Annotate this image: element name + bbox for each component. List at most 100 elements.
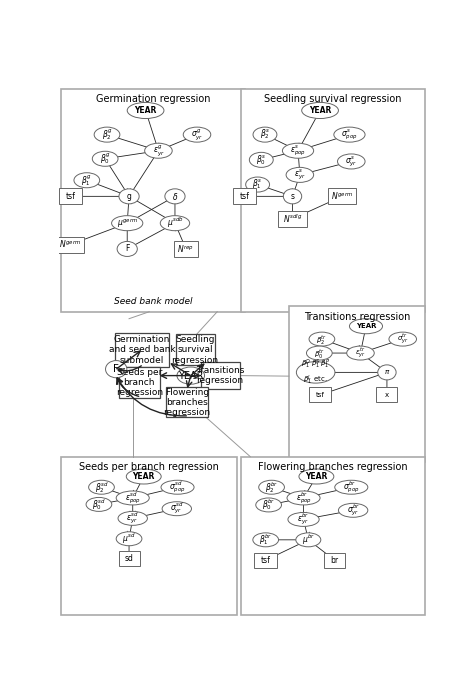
Ellipse shape xyxy=(249,153,273,167)
FancyBboxPatch shape xyxy=(61,89,245,312)
Text: $N^{rep}$: $N^{rep}$ xyxy=(177,243,194,255)
Text: x: x xyxy=(385,392,389,398)
Text: YEAR: YEAR xyxy=(178,371,203,381)
Ellipse shape xyxy=(338,503,368,517)
Ellipse shape xyxy=(346,346,374,360)
FancyBboxPatch shape xyxy=(61,457,237,615)
Text: $\varepsilon_{pop}^s$: $\varepsilon_{pop}^s$ xyxy=(290,144,306,158)
Ellipse shape xyxy=(307,346,332,360)
FancyBboxPatch shape xyxy=(309,388,331,402)
Text: $\varepsilon_{yr}^g$: $\varepsilon_{yr}^g$ xyxy=(153,144,164,158)
FancyBboxPatch shape xyxy=(201,362,240,389)
FancyBboxPatch shape xyxy=(118,551,139,566)
FancyBboxPatch shape xyxy=(173,241,198,257)
Text: $\varepsilon_{pop}^{sd}$: $\varepsilon_{pop}^{sd}$ xyxy=(125,490,141,506)
Text: $\sigma_{yr}^g$: $\sigma_{yr}^g$ xyxy=(191,128,203,142)
Text: $\beta_0^{br}$: $\beta_0^{br}$ xyxy=(262,498,275,512)
Ellipse shape xyxy=(161,480,194,494)
Text: tsf: tsf xyxy=(261,556,271,565)
Text: tsf: tsf xyxy=(316,392,325,398)
Ellipse shape xyxy=(389,332,417,346)
Text: YEAR: YEAR xyxy=(135,106,157,115)
Text: $\varepsilon_{yr}^s$: $\varepsilon_{yr}^s$ xyxy=(294,168,306,182)
Text: tsf: tsf xyxy=(240,192,250,201)
Ellipse shape xyxy=(177,367,205,384)
Ellipse shape xyxy=(337,154,365,169)
Ellipse shape xyxy=(283,189,301,204)
Text: F: F xyxy=(125,245,129,254)
Text: $\beta_1^s$: $\beta_1^s$ xyxy=(253,178,263,191)
Text: $N^{germ}$: $N^{germ}$ xyxy=(59,239,82,250)
Ellipse shape xyxy=(119,189,139,204)
Text: $\beta_1^{br}$: $\beta_1^{br}$ xyxy=(259,533,273,547)
Ellipse shape xyxy=(309,332,335,346)
Ellipse shape xyxy=(349,319,383,334)
Ellipse shape xyxy=(253,533,279,547)
Text: br: br xyxy=(331,556,339,565)
Text: $\beta_1^D\,\beta_1^S\,\beta_1^P$
$\beta_1^L$ etc.: $\beta_1^D\,\beta_1^S\,\beta_1^P$ $\beta… xyxy=(301,358,330,387)
Text: $\beta_0^s$: $\beta_0^s$ xyxy=(256,153,266,167)
Ellipse shape xyxy=(301,102,338,118)
Ellipse shape xyxy=(162,502,191,516)
Ellipse shape xyxy=(334,127,365,142)
Text: $\sigma_{yr}^{br}$: $\sigma_{yr}^{br}$ xyxy=(346,503,360,518)
Text: Germination regression: Germination regression xyxy=(96,94,210,105)
Text: $\beta_0^g$: $\beta_0^g$ xyxy=(100,151,110,166)
Ellipse shape xyxy=(111,215,143,231)
Text: s: s xyxy=(291,192,294,201)
Ellipse shape xyxy=(256,498,282,512)
Text: $N^{sdlg}$: $N^{sdlg}$ xyxy=(283,213,302,225)
Text: Seedling survival regression: Seedling survival regression xyxy=(264,94,401,105)
Text: Transitions regression: Transitions regression xyxy=(304,312,410,322)
Text: $\delta$: $\delta$ xyxy=(172,191,178,202)
Ellipse shape xyxy=(283,143,314,158)
Ellipse shape xyxy=(160,215,190,231)
Text: Seeds per
branch
regression: Seeds per branch regression xyxy=(116,368,163,397)
Text: $\mu^{br}$: $\mu^{br}$ xyxy=(301,533,315,547)
Text: YEAR: YEAR xyxy=(133,472,155,481)
Ellipse shape xyxy=(296,533,321,547)
Ellipse shape xyxy=(106,360,127,378)
FancyBboxPatch shape xyxy=(233,188,256,204)
FancyBboxPatch shape xyxy=(176,335,215,365)
Ellipse shape xyxy=(335,480,368,494)
Text: F: F xyxy=(113,364,119,374)
Ellipse shape xyxy=(94,127,120,142)
Text: YEAR: YEAR xyxy=(309,106,331,115)
Ellipse shape xyxy=(126,469,161,484)
Ellipse shape xyxy=(127,102,164,118)
Text: $\beta_2^{tr}$: $\beta_2^{tr}$ xyxy=(316,332,328,346)
FancyBboxPatch shape xyxy=(324,553,345,568)
FancyBboxPatch shape xyxy=(328,188,356,204)
Text: $\beta_2^{br}$: $\beta_2^{br}$ xyxy=(265,480,278,495)
Text: $\sigma_{pop}^s$: $\sigma_{pop}^s$ xyxy=(341,128,358,141)
Ellipse shape xyxy=(246,177,270,192)
Text: $N^{germ}$: $N^{germ}$ xyxy=(331,190,353,202)
Text: $\sigma_{yr}^{tr}$: $\sigma_{yr}^{tr}$ xyxy=(397,332,409,346)
FancyBboxPatch shape xyxy=(289,307,425,462)
Text: $\beta_1^g$: $\beta_1^g$ xyxy=(82,173,92,187)
Ellipse shape xyxy=(378,365,396,380)
Text: $\beta_2^g$: $\beta_2^g$ xyxy=(101,128,112,142)
Ellipse shape xyxy=(117,241,137,256)
Ellipse shape xyxy=(299,469,334,484)
Ellipse shape xyxy=(92,151,118,167)
Ellipse shape xyxy=(145,143,172,158)
Text: $\varepsilon_{yr}^{tr}$: $\varepsilon_{yr}^{tr}$ xyxy=(355,346,366,360)
FancyBboxPatch shape xyxy=(166,388,208,418)
Text: $\beta_2^s$: $\beta_2^s$ xyxy=(260,128,270,141)
Text: Transitions
regression: Transitions regression xyxy=(196,366,244,385)
Text: YEAR: YEAR xyxy=(356,323,376,329)
Text: g: g xyxy=(127,192,131,201)
Ellipse shape xyxy=(116,532,142,546)
Text: $\mu^{germ}$: $\mu^{germ}$ xyxy=(117,216,138,230)
Ellipse shape xyxy=(259,480,284,494)
Text: $\beta_0^{tr}$: $\beta_0^{tr}$ xyxy=(314,346,325,360)
Text: $\varepsilon_{yr}^{br}$: $\varepsilon_{yr}^{br}$ xyxy=(297,512,310,527)
Ellipse shape xyxy=(74,173,100,187)
Text: Germination
and seed bank
submodel: Germination and seed bank submodel xyxy=(109,335,175,365)
Ellipse shape xyxy=(253,127,277,142)
FancyBboxPatch shape xyxy=(119,367,160,398)
Text: $\sigma_{yr}^{sd}$: $\sigma_{yr}^{sd}$ xyxy=(170,501,183,516)
Ellipse shape xyxy=(165,189,185,204)
